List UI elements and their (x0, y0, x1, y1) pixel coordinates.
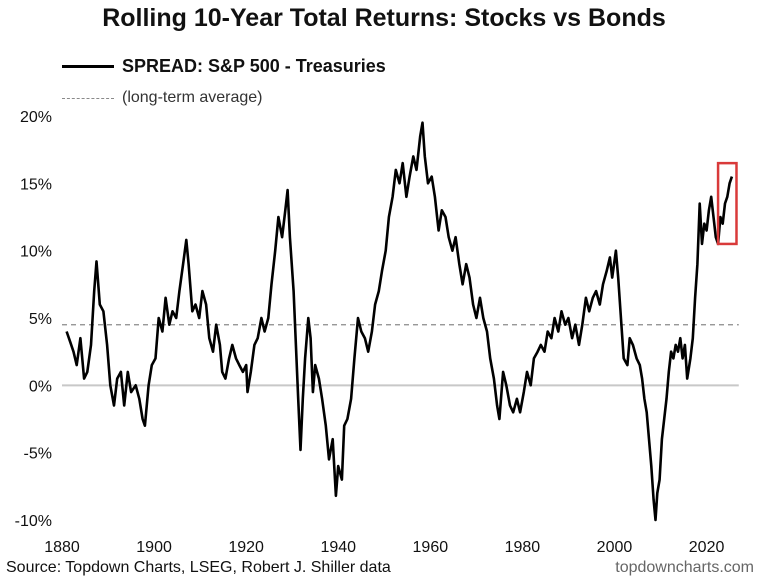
y-tick-label: 5% (29, 311, 52, 328)
x-tick-label: 2020 (689, 539, 725, 556)
spread-series-line (65, 121, 734, 522)
recent-highlight-box (716, 161, 738, 246)
source-note: Source: Topdown Charts, LSEG, Robert J. … (6, 559, 391, 576)
y-tick-label: -10% (15, 513, 52, 530)
x-tick-label: 1980 (505, 539, 541, 556)
chart-title: Rolling 10-Year Total Returns: Stocks vs… (102, 4, 666, 32)
x-tick-label: 1960 (413, 539, 449, 556)
x-tick-label: 1920 (228, 539, 264, 556)
legend-dashed-line-icon (62, 97, 114, 99)
y-axis-ticks: 20% 15% 10% 5% 0% -5% -10% (15, 109, 52, 530)
legend-label-spread: SPREAD: S&P 500 - Treasuries (122, 56, 386, 76)
x-tick-label: 1940 (320, 539, 356, 556)
y-tick-label: 0% (29, 378, 52, 395)
y-tick-label: 10% (20, 244, 52, 261)
y-tick-label: 15% (20, 176, 52, 193)
x-tick-label: 2000 (597, 539, 633, 556)
legend-solid-line-icon (62, 65, 114, 68)
legend-item-spread: SPREAD: S&P 500 - Treasuries (62, 56, 386, 77)
x-tick-label: 1880 (44, 539, 80, 556)
x-axis-ticks: 1880 1900 1920 1940 1960 1980 2000 2020 (44, 539, 724, 556)
site-credit: topdowncharts.com (615, 559, 754, 576)
legend-label-average: (long-term average) (122, 89, 263, 106)
x-tick-label: 1900 (136, 539, 172, 556)
legend-item-average: (long-term average) (62, 89, 263, 107)
y-tick-label: 20% (20, 109, 52, 126)
y-tick-label: -5% (24, 446, 52, 463)
